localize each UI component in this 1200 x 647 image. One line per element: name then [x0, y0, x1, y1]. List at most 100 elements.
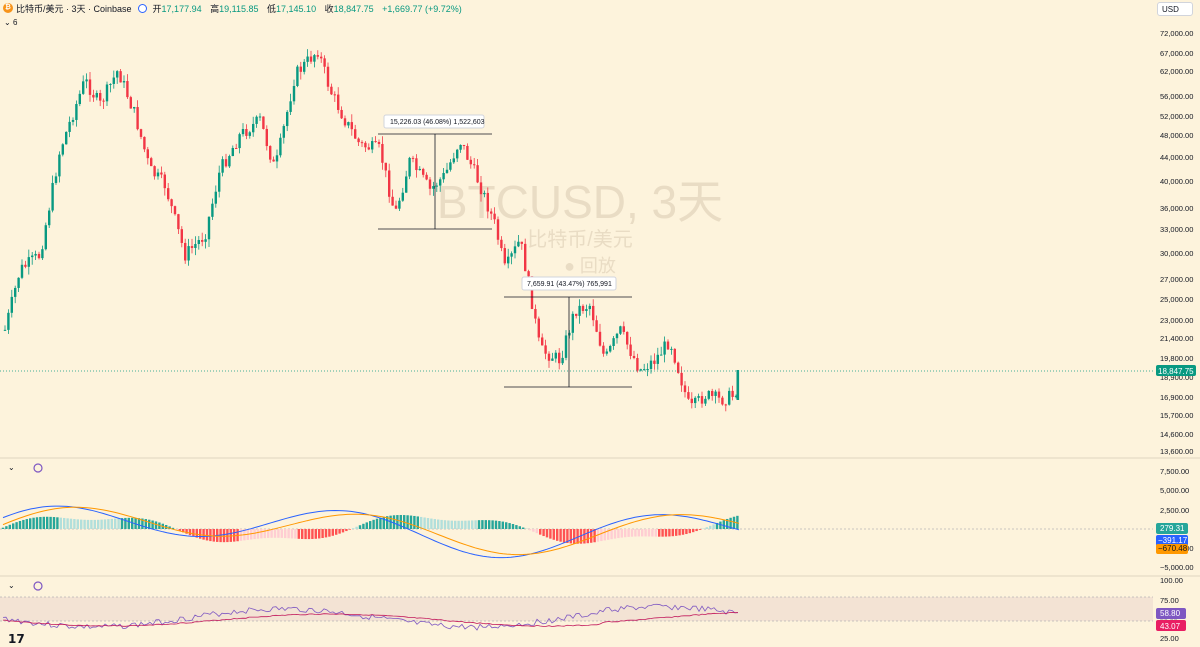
- macd-tick-label: 2,500.00: [1160, 506, 1189, 515]
- macd-histogram-bar: [491, 520, 494, 529]
- currency-select[interactable]: USD: [1157, 2, 1193, 16]
- candle-body: [422, 168, 425, 175]
- candle-body: [116, 71, 119, 78]
- price-tick-label: 16,900.00: [1160, 393, 1193, 402]
- candle-body: [153, 166, 156, 177]
- measure-label: 7,659.91 (43.47%) 765,991: [527, 281, 612, 288]
- candle-body: [173, 206, 177, 215]
- chart-header: ₿ 比特币/美元 · 3天 · Coinbase 开17,177.94 高19,…: [0, 0, 1150, 16]
- price-tick-label: 52,000.00: [1160, 112, 1193, 121]
- macd-histogram-bar: [280, 529, 283, 538]
- macd-histogram-bar: [1, 527, 5, 529]
- candle-body: [289, 101, 292, 112]
- macd-histogram-bar: [661, 529, 664, 537]
- macd-line-value: −391.17: [1158, 536, 1188, 545]
- candle-body: [221, 159, 224, 173]
- candle-body: [605, 351, 608, 354]
- macd-histogram-bar: [321, 529, 324, 538]
- price-tick-label: 15,700.00: [1160, 411, 1193, 420]
- candle-body: [10, 296, 13, 313]
- macd-histogram-bar: [144, 519, 147, 529]
- macd-histogram-bar: [46, 516, 49, 529]
- macd-histogram-bar: [229, 529, 232, 542]
- candle-body: [707, 390, 710, 399]
- candle-body: [156, 172, 160, 177]
- rsi-pane-collapse-icon[interactable]: ⌄: [8, 581, 15, 590]
- indicator-toggle[interactable]: ⌄ 6: [4, 18, 18, 27]
- macd-histogram-bar: [481, 520, 484, 529]
- macd-histogram-bar: [389, 515, 392, 529]
- macd-histogram-bar: [549, 529, 552, 539]
- visibility-eye-icon[interactable]: [137, 3, 147, 13]
- candle-body: [588, 305, 591, 310]
- macd-histogram-bar: [494, 520, 498, 529]
- macd-histogram-bar: [56, 517, 59, 529]
- candle-body: [459, 144, 462, 150]
- candle-body: [568, 332, 571, 336]
- macd-histogram-bar: [528, 529, 532, 531]
- macd-histogram-bar: [688, 529, 691, 534]
- candle-body: [51, 182, 54, 211]
- macd-histogram-bar: [709, 525, 712, 529]
- candle-body: [34, 253, 37, 256]
- macd-histogram-bar: [5, 526, 8, 529]
- macd-histogram-bar: [508, 523, 511, 529]
- macd-histogram-bar: [226, 529, 229, 543]
- price-tick-label: 13,600.00: [1160, 447, 1193, 456]
- tradingview-logo[interactable]: 17: [8, 632, 25, 646]
- candle-body: [326, 66, 330, 87]
- indicator-settings-icon: [33, 463, 43, 473]
- candle-body: [306, 56, 309, 62]
- candle-body: [585, 309, 588, 311]
- candle-body: [282, 126, 285, 138]
- candle-body: [126, 81, 129, 98]
- candle-body: [435, 185, 438, 187]
- macd-histogram-bar: [331, 529, 334, 536]
- macd-histogram-bar: [348, 529, 351, 530]
- candle-body: [734, 395, 738, 397]
- candle-body: [279, 137, 282, 156]
- symbol-title[interactable]: 比特币/美元 · 3天 · Coinbase: [16, 3, 132, 14]
- candle-body: [299, 66, 302, 72]
- macd-histogram-bar: [518, 526, 521, 529]
- rsi-ma-value: 43.07: [1160, 622, 1181, 631]
- candle-body: [622, 326, 625, 332]
- macd-histogram-bar: [307, 529, 311, 540]
- macd-histogram-bar: [634, 529, 637, 537]
- candle-body: [578, 305, 581, 316]
- macd-histogram-bar: [447, 520, 450, 529]
- candle-body: [432, 186, 435, 189]
- candle-body: [639, 369, 642, 371]
- open-label: 开: [152, 3, 162, 14]
- candle-body: [619, 326, 622, 334]
- candle-body: [102, 100, 105, 102]
- macd-histogram-bar: [450, 520, 453, 529]
- candle-body: [119, 71, 122, 83]
- candle-body: [643, 369, 646, 371]
- macd-histogram-bar: [379, 517, 382, 529]
- candle-body: [626, 331, 629, 345]
- macd-histogram-bar: [212, 529, 215, 542]
- candle-body: [184, 242, 187, 261]
- candle-body: [646, 368, 649, 370]
- rsi-line: [2, 603, 739, 631]
- high-value: 19,115.85: [219, 3, 259, 14]
- candle-body: [333, 94, 336, 96]
- macd-pane-collapse-icon[interactable]: ⌄: [8, 463, 15, 472]
- candle-body: [248, 132, 251, 136]
- candle-body: [483, 192, 486, 195]
- macd-histogram-bar: [42, 516, 45, 529]
- candle-body: [632, 355, 636, 359]
- rsi-tick-label: 75.00: [1160, 596, 1179, 605]
- candle-body: [510, 253, 513, 257]
- price-tick-label: 33,000.00: [1160, 225, 1193, 234]
- macd-histogram-bar: [141, 518, 144, 529]
- macd-histogram-bar: [318, 529, 321, 539]
- price-tick-label: 19,800.00: [1160, 354, 1193, 363]
- candle-body: [721, 397, 724, 405]
- macd-histogram-bar: [369, 521, 372, 529]
- macd-histogram-bar: [712, 524, 715, 529]
- candle-body: [371, 141, 374, 150]
- signal-line-value: −670.48: [1158, 544, 1188, 553]
